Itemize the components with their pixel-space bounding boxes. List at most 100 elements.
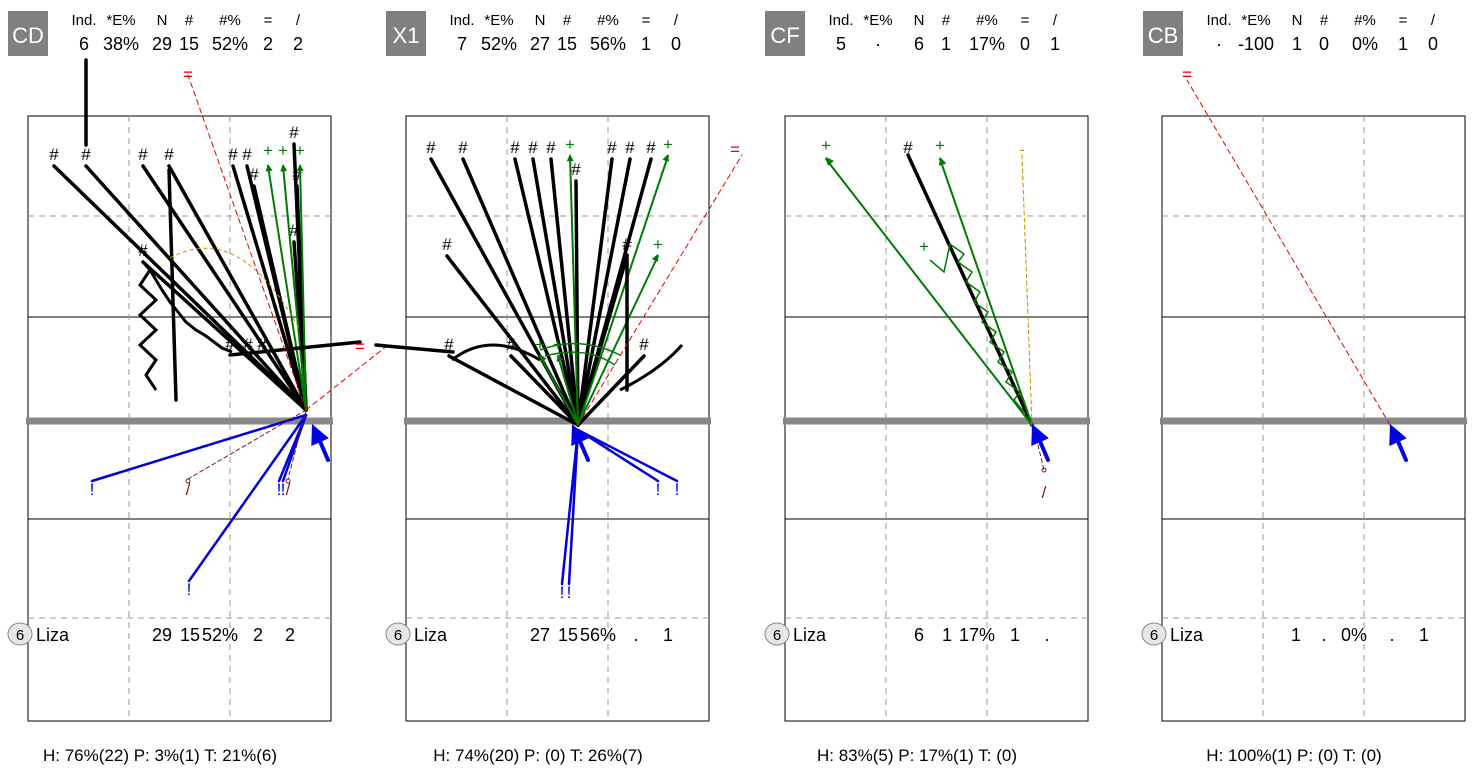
error-line-0 [187,74,307,411]
stats-value-4: 17% [969,34,1005,54]
kill-line-12 [576,354,646,427]
blocked-dot-1 [285,478,291,484]
player-number: 6 [773,627,781,644]
kill-symbol-0: # [426,138,436,157]
player-stat-3: . [1389,625,1394,645]
stats-header-0: Ind. [1206,12,1231,29]
stats-value-1: · [875,34,881,54]
player-stat-1: 15 [180,625,200,645]
positive-symbol-2: + [295,141,305,160]
positive-line-2 [577,255,659,426]
player-number: 6 [1150,627,1158,644]
kill-stepped-path [141,261,233,354]
stats-header-5: = [1399,12,1408,29]
blocked-line [1037,444,1045,471]
stats-header-6: / [674,12,679,29]
player-number: 6 [16,627,24,644]
kill-symbol-7: # [289,123,299,142]
blocked-symbol-1: / [286,480,291,499]
positive-arrow-3 [540,354,547,362]
kill-line-9 [445,254,580,427]
player-name: Liza [414,625,448,645]
stats-value-3: 15 [557,34,577,54]
kill-symbol-2: # [510,138,520,157]
distribution-footer: H: 83%(5) P: 17%(1) T: (0) [817,746,1017,765]
stats-header-1: *E% [863,12,892,29]
player-stat-4: . [1044,625,1049,645]
stats-value-3: 15 [179,34,199,54]
error-symbol-0: = [183,65,193,84]
stats-value-0: · [1216,34,1222,54]
stats-header-5: = [642,12,651,29]
player-stat-0: 27 [530,625,550,645]
dig-symbol-3: ! [281,480,286,499]
stats-value-2: 1 [1292,34,1302,54]
kill-symbol-1: # [458,138,468,157]
player-stat-4: 1 [663,625,673,645]
kill-zigzag [137,269,159,391]
player-number-badge [385,622,411,646]
player-stat-1: 1 [942,625,952,645]
kill-line-6 [576,157,632,427]
stats-value-6: 2 [293,34,303,54]
kill-line-10 [141,260,308,412]
kill-symbol-2: # [138,145,148,164]
positive-symbol-2: + [653,235,663,254]
stats-header-2: N [157,12,168,29]
kill-symbol-9: # [442,235,452,254]
kill-near-symbol-0: # [225,335,235,354]
positive-arcs [539,342,621,366]
positive-line-1 [939,158,1033,426]
positive-arrow-1 [938,157,947,166]
kill-line-1 [461,157,580,427]
stats-value-5: 1 [1398,34,1408,54]
stats-value-3: 0 [1319,34,1329,54]
kill-symbol-4: # [228,145,238,164]
stats-header-1: *E% [106,12,135,29]
distribution-footer: H: 76%(22) P: 3%(1) T: 21%(6) [43,746,277,765]
blocked-symbol-0: / [186,480,191,499]
kill-symbol-7: # [646,138,656,157]
stats-header-5: = [1021,12,1030,29]
kill-symbol-10: # [138,241,148,260]
error-symbol-0: = [1182,65,1192,84]
player-stat-1: 15 [558,625,578,645]
player-stat-3: 2 [253,625,263,645]
distribution-footer: H: 74%(20) P: (0) T: 26%(7) [433,746,642,765]
positive-symbol-1: + [278,141,288,160]
distribution-footer: H: 100%(1) P: (0) T: (0) [1206,746,1381,765]
kill-near-symbol-2: # [257,335,267,354]
positive-arrow-0 [265,164,273,172]
stats-header-0: Ind. [828,12,853,29]
skill-badge [8,11,48,56]
kill-line-1 [84,164,308,412]
kill-line-2 [141,164,308,412]
positive-line-1 [282,165,307,411]
kill-line-4 [231,164,308,412]
positive-arrow-4 [556,354,564,362]
kill-crossing-in [374,343,455,354]
kill-crossing [228,340,362,357]
kill-curve [451,343,541,362]
stats-value-1: -100 [1238,34,1274,54]
kill-symbol-8: # [292,165,302,184]
positive-line-3 [539,355,579,426]
kill-line-3 [531,157,580,427]
dig-line-1 [187,413,308,583]
kill-line-back [167,168,178,402]
stats-header-4: #% [1354,12,1376,29]
kill-line-4 [549,157,580,427]
player-number-badge [1141,622,1167,646]
kill-symbol-9: # [289,221,299,240]
positive-symbol-2: + [919,237,929,256]
error-line-1 [305,344,389,411]
kill-symbol-3: # [528,138,538,157]
stats-value-1: 52% [481,34,517,54]
attacker-arrow-head [1031,424,1049,446]
attacker-arrow-head [571,424,589,446]
stats-header-4: #% [597,12,619,29]
stats-header-2: N [535,12,546,29]
